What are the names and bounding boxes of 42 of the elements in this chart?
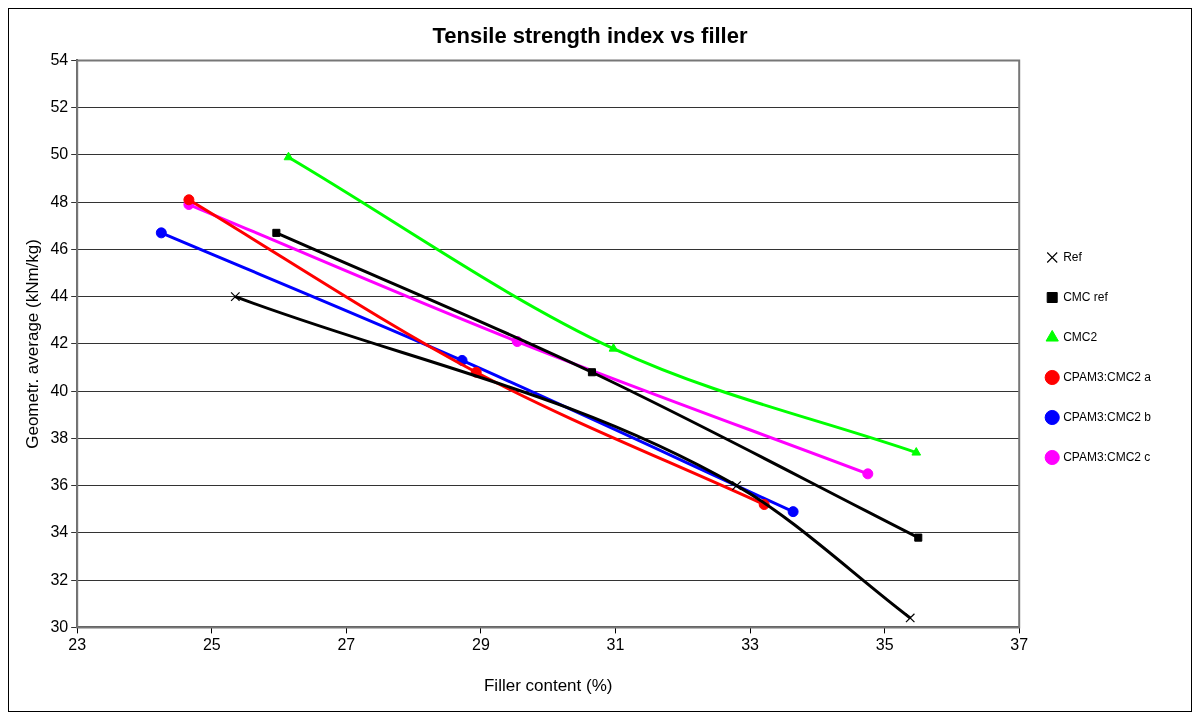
y-tick-label: 48	[50, 192, 69, 210]
point	[787, 506, 799, 518]
x-tick-label: 29	[472, 636, 490, 654]
point	[905, 613, 916, 623]
y-tick-label: 42	[50, 334, 69, 352]
y-tick-label: 32	[50, 570, 69, 588]
point	[183, 194, 195, 206]
legend-label: CMC ref	[1063, 289, 1109, 304]
y-tick-label: 46	[50, 239, 69, 257]
point	[230, 291, 241, 302]
point	[731, 480, 742, 491]
x-tick-label: 27	[337, 636, 356, 654]
legend-label: CMC2	[1063, 329, 1098, 344]
point	[911, 447, 922, 456]
x-tick-label: 25	[202, 636, 221, 654]
x-tick-label: 23	[68, 636, 87, 654]
legend-label: CPAM3:CMC2 a	[1063, 369, 1152, 384]
chart-title: Tensile strength index vs filler	[432, 23, 748, 49]
point	[862, 468, 874, 480]
legend-label: CPAM3:CMC2 c	[1063, 449, 1151, 464]
y-tick-label: 34	[50, 523, 69, 541]
y-tick-label: 36	[50, 476, 69, 494]
y-tick-label: 38	[50, 428, 69, 446]
point	[272, 228, 281, 237]
point	[914, 533, 923, 542]
point	[587, 368, 596, 377]
y-tick-label: 52	[50, 98, 69, 116]
y-tick-label: 54	[50, 50, 69, 68]
y-tick-label: 50	[50, 145, 69, 163]
point	[283, 151, 294, 161]
x-tick-label: 33	[741, 636, 760, 654]
x-tick-label: 31	[606, 636, 625, 654]
y-tick-label: 30	[50, 617, 69, 635]
x-tick-label: 35	[875, 636, 894, 654]
x-tick-label: 37	[1010, 636, 1029, 654]
y-tick-label: 40	[50, 381, 69, 399]
legend-label: CPAM3:CMC2 b	[1063, 409, 1152, 424]
y-axis-title: Geometr. average (kNm/kg)	[22, 239, 42, 449]
legend-label: Ref	[1063, 249, 1083, 264]
y-tick-label: 44	[50, 287, 69, 305]
x-axis-title: Filler content (%)	[483, 676, 613, 696]
point	[155, 227, 167, 239]
